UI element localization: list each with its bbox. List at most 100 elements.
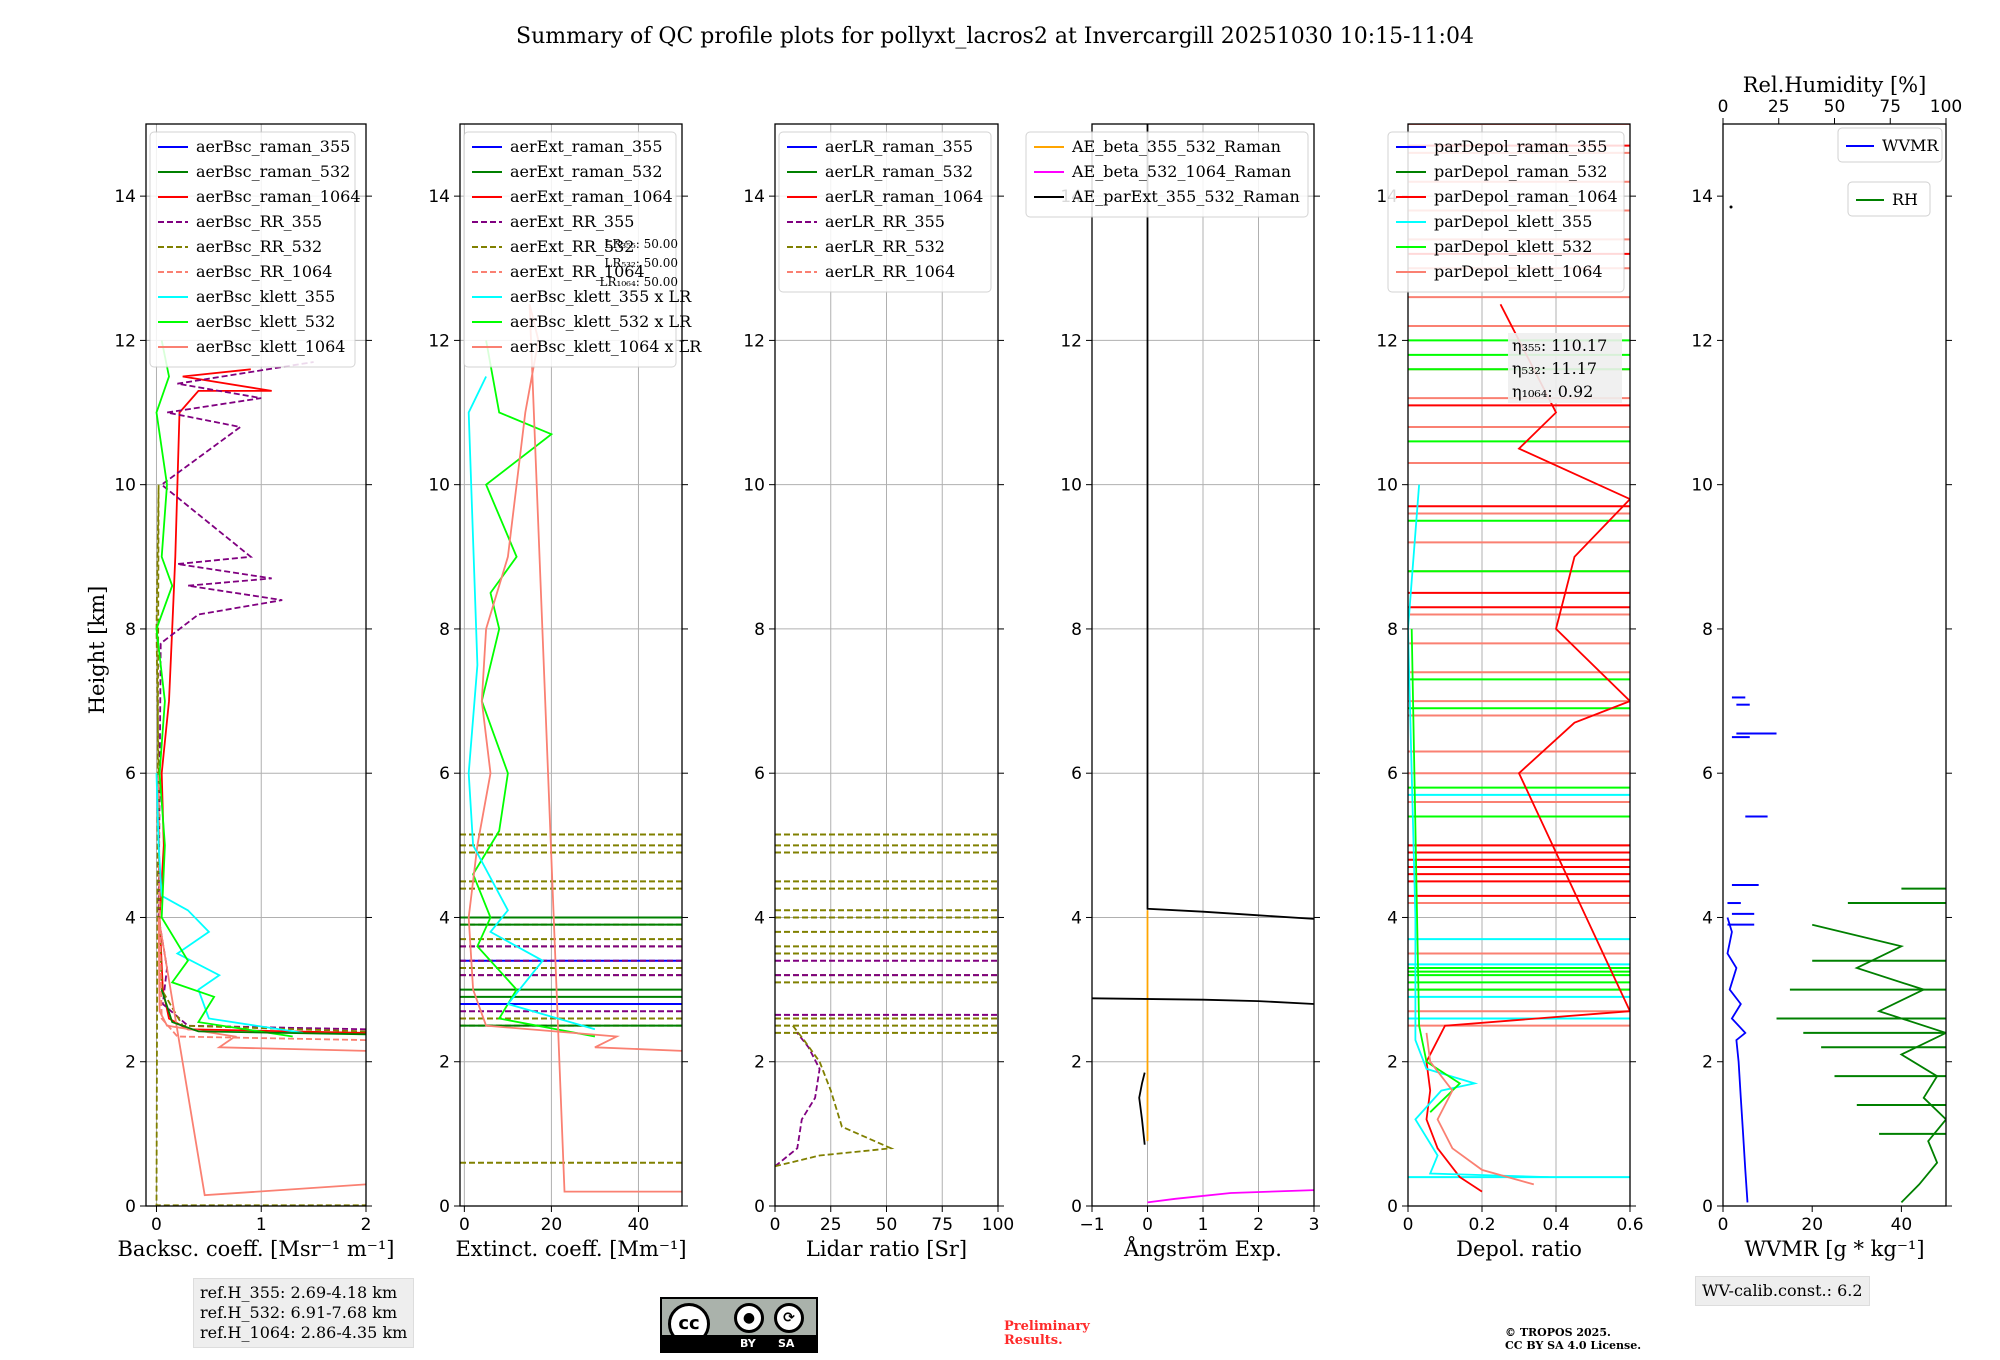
y-tick-label: 2 <box>1071 1053 1082 1073</box>
x2-tick-label: 25 <box>1768 97 1790 117</box>
x2-tick-label: 100 <box>1930 97 1962 117</box>
series-aerBsc_klett_355 <box>155 773 304 1034</box>
legend-label: aerLR_raman_355 <box>825 137 973 156</box>
x2-tick-label: 50 <box>1824 97 1846 117</box>
y-tick-label: 10 <box>743 476 765 496</box>
plot-area <box>1092 124 1314 1204</box>
y-tick-label: 10 <box>428 476 450 496</box>
series-parDepol_klett_355 <box>1408 484 1549 1178</box>
x2-axis-label: Rel.Humidity [%] <box>1743 73 1927 97</box>
legend-box <box>149 131 356 368</box>
series-parDepol_raman_1064 <box>1425 303 1630 1193</box>
legend-label: aerLR_RR_355 <box>825 212 945 231</box>
legend-label: aerBsc_raman_355 <box>196 137 350 156</box>
legend-label: RH <box>1892 190 1918 209</box>
y-tick-label: 12 <box>1691 331 1713 351</box>
figure-title: Summary of QC profile plots for pollyxt_… <box>516 24 1474 49</box>
series-aerBsc_klett_1064 <box>157 917 366 1197</box>
series-aerBsc_raman_1064 <box>158 368 366 1034</box>
legend-label: WVMR <box>1882 136 1939 155</box>
y-axis-label: Height [km] <box>85 586 109 715</box>
ref-heights-box: ref.H_355: 2.69-4.18 km ref.H_532: 6.91-… <box>193 1278 415 1348</box>
series-aerBsc_RR_1064 <box>157 773 366 1041</box>
y-tick-label: 6 <box>125 764 136 784</box>
y-tick-label: 4 <box>125 908 136 928</box>
series-RH <box>1811 923 1946 1204</box>
legend-label: aerBsc_klett_355 <box>196 287 335 306</box>
x-tick-label: 25 <box>820 1215 842 1235</box>
series-aerBsc_RR_355 <box>157 361 366 1031</box>
legend-label: aerBsc_klett_1064 <box>196 337 345 356</box>
y-tick-label: 2 <box>125 1053 136 1073</box>
panel-extinction: 0 20 40 0 2 4 6 8 10 12 14 Extinct. coeff. [Mm⁻¹] ae… <box>428 123 702 1261</box>
axes-frame <box>1722 123 1947 1207</box>
legend-label: aerLR_RR_532 <box>825 237 945 256</box>
x-tick-label: 100 <box>982 1215 1014 1235</box>
y-tick-label: 0 <box>1071 1197 1082 1217</box>
plot-area <box>1726 696 1946 1204</box>
y-tick-label: 14 <box>114 187 136 207</box>
preliminary-note: Preliminary Results. <box>1004 1320 1090 1348</box>
lr-label: LR₃₅₅: 50.00 <box>604 237 678 251</box>
sa-share-icon: ⟳ <box>774 1303 804 1333</box>
legend-label: aerBsc_RR_532 <box>196 237 322 256</box>
legend-box <box>463 131 677 368</box>
legend-box <box>1387 131 1625 293</box>
y-tick-label: 0 <box>1387 1197 1398 1217</box>
x-tick-label: 0 <box>151 1215 162 1235</box>
y-tick-label: 8 <box>439 620 450 640</box>
legend-label: AE_beta_355_532_Raman <box>1071 137 1281 156</box>
series-parDepol_klett_532 <box>1410 628 1462 1113</box>
x-axis-label: Lidar ratio [Sr] <box>806 1237 967 1261</box>
series-AE_parExt_355_532_Raman_c <box>1138 1072 1146 1145</box>
legend-label: aerBsc_klett_1064 x LR <box>510 337 702 356</box>
copyright-line-2: CC BY SA 4.0 License. <box>1505 1339 1642 1352</box>
y-tick-label: 12 <box>1060 331 1082 351</box>
legend-label: parDepol_klett_1064 <box>1434 262 1603 281</box>
legend-label: aerBsc_klett_532 x LR <box>510 312 692 331</box>
x-tick-label: 0.4 <box>1542 1215 1569 1235</box>
legend-label: aerLR_RR_1064 <box>825 262 955 281</box>
panel-angstrom: −1012302468101214Ångström Exp.AE_beta_35… <box>1025 123 1320 1261</box>
y-tick-label: 10 <box>1376 476 1398 496</box>
y-tick-label: 6 <box>1071 764 1082 784</box>
license-by-label: BY <box>740 1337 756 1350</box>
license-sa-label: SA <box>778 1337 795 1350</box>
plot-area <box>775 833 998 1168</box>
y-tick-label: 2 <box>754 1053 765 1073</box>
axes-frame <box>459 123 683 1207</box>
panel-lidar_ratio: 0 25 50 75 100 0 2 4 6 8 10 12 14 Lidar ratio [Sr] aer… <box>743 123 1014 1261</box>
y-tick-label: 2 <box>439 1053 450 1073</box>
y-tick-label: 10 <box>1691 476 1713 496</box>
legend-label: aerBsc_klett_355 x LR <box>510 287 692 306</box>
eta-box <box>1508 333 1622 403</box>
y-tick-label: 0 <box>754 1197 765 1217</box>
x-tick-label: 0 <box>1403 1215 1414 1235</box>
lr-label: LR₁₀₆₄: 50.00 <box>600 275 678 289</box>
y-tick-label: 10 <box>114 476 136 496</box>
x-axis-label: Backsc. coeff. [Msr⁻¹ m⁻¹] <box>118 1237 395 1261</box>
x-tick-label: −1 <box>1079 1215 1104 1235</box>
x-tick-label: 20 <box>1801 1215 1823 1235</box>
legend-label: AE_parExt_355_532_Raman <box>1071 187 1300 206</box>
x-tick-label: 2 <box>1253 1215 1264 1235</box>
x2-tick-label: 75 <box>1879 97 1901 117</box>
y-tick-label: 6 <box>439 764 450 784</box>
series-aerLR_RR_532 <box>775 1025 895 1168</box>
y-tick-label: 8 <box>125 620 136 640</box>
x-tick-label: 40 <box>628 1215 650 1235</box>
copyright-line-1: © TROPOS 2025. <box>1505 1326 1611 1339</box>
y-tick-label: 0 <box>1702 1197 1713 1217</box>
y-tick-label: 4 <box>754 908 765 928</box>
x2-tick-label: 0 <box>1718 97 1729 117</box>
legend-label: aerLR_raman_1064 <box>825 187 983 206</box>
x-tick-label: 0.6 <box>1616 1215 1643 1235</box>
y-tick-label: 10 <box>1060 476 1082 496</box>
wv-calib-box: WV-calib.const.: 6.2 <box>1695 1276 1870 1306</box>
x-tick-label: 0 <box>459 1215 470 1235</box>
legend-label: aerBsc_klett_532 <box>196 312 335 331</box>
y-tick-label: 12 <box>1376 331 1398 351</box>
y-tick-label: 14 <box>1691 187 1713 207</box>
